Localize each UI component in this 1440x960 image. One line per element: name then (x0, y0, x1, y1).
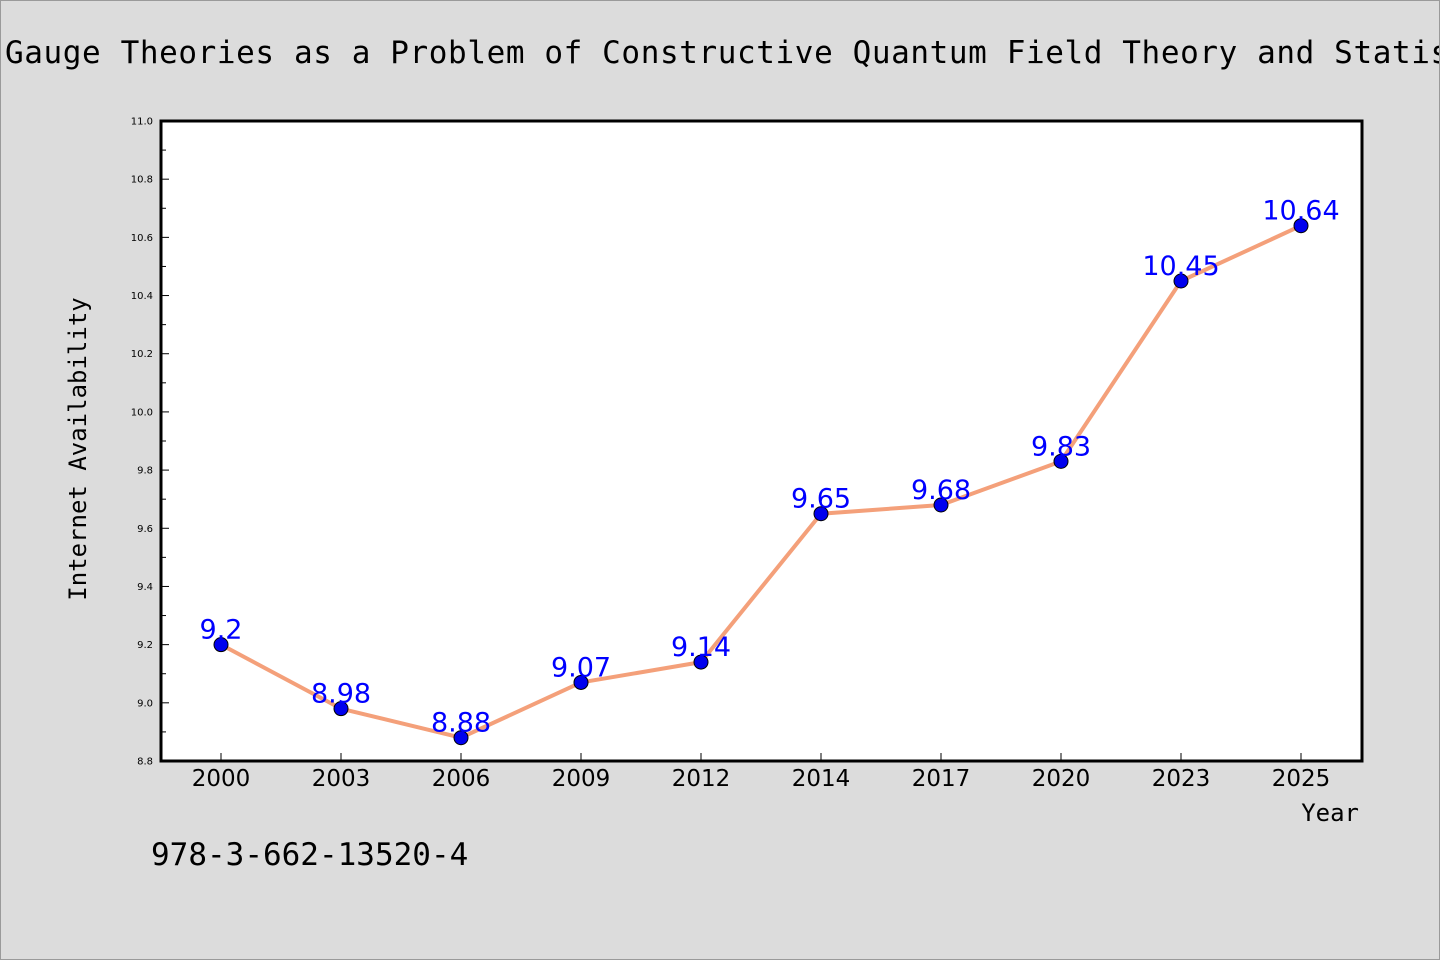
x-tick-label: 2009 (552, 766, 611, 792)
y-tick-label: 10.2 (131, 349, 153, 360)
x-axis-label: Year (1301, 799, 1359, 827)
data-point (213, 637, 229, 653)
x-tick-label: 2023 (1152, 766, 1211, 792)
data-label: 8.88 (431, 708, 491, 739)
y-tick-label: 9.4 (137, 582, 153, 593)
y-tick-label: 9.8 (137, 466, 153, 477)
data-label: 10.45 (1142, 251, 1219, 282)
y-tick-label: 10.4 (131, 291, 153, 302)
data-point (933, 497, 949, 513)
series-line (219, 223, 1303, 740)
data-label: 10.64 (1262, 196, 1339, 227)
data-label: 9.65 (791, 484, 851, 515)
data-point (333, 701, 349, 717)
data-label: 9.83 (1031, 431, 1091, 462)
data-label: 9.14 (671, 632, 731, 663)
data-point (1293, 218, 1309, 234)
y-tick-label: 9.2 (137, 640, 153, 651)
y-axis-label: Internet Availability (64, 297, 92, 601)
y-axis-ticks: 8.8 9.0 9.2 9.4 9.6 9.8 10.0 10.2 10.4 10.6 10.8 11… (131, 117, 169, 768)
y-tick-label: 10.8 (131, 175, 153, 186)
y-tick-label: 8.8 (137, 757, 153, 768)
x-tick-label: 2006 (432, 766, 491, 792)
chart-title: Gauge Theories as a Problem of Construct… (5, 35, 1440, 71)
isbn-text: 978-3-662-13520-4 (151, 837, 469, 873)
x-tick-label: 2020 (1032, 766, 1091, 792)
x-tick-label: 2003 (312, 766, 371, 792)
plot-area (159, 119, 1364, 763)
data-point (1173, 273, 1189, 289)
y-tick-label: 10.6 (131, 233, 153, 244)
data-label: 9.68 (911, 475, 971, 506)
series-layer (213, 218, 1309, 746)
x-tick-label: 2014 (792, 766, 851, 792)
x-axis-ticks: 2000 2003 2006 2009 2012 2014 2017 2020 2023 2025 (192, 753, 1331, 792)
x-tick-label: 2025 (1272, 766, 1331, 792)
y-tick-label: 9.6 (137, 524, 153, 535)
data-label-layer: 9.2 8.98 8.88 9.07 9.14 9.65 9.68 9.83 10.45 10.6… (200, 196, 1340, 739)
x-tick-label: 2012 (672, 766, 731, 792)
data-label: 9.2 (200, 615, 243, 646)
data-label: 8.98 (311, 679, 371, 710)
data-point (453, 730, 469, 746)
y-tick-label: 11.0 (131, 117, 153, 128)
x-tick-label: 2000 (192, 766, 251, 792)
data-point (1053, 453, 1069, 469)
y-tick-label: 9.0 (137, 698, 153, 709)
data-point (693, 654, 709, 670)
data-point (573, 674, 589, 690)
data-label: 9.07 (551, 652, 611, 683)
y-tick-label: 10.0 (131, 407, 153, 418)
data-point (813, 506, 829, 522)
x-tick-label: 2017 (912, 766, 971, 792)
